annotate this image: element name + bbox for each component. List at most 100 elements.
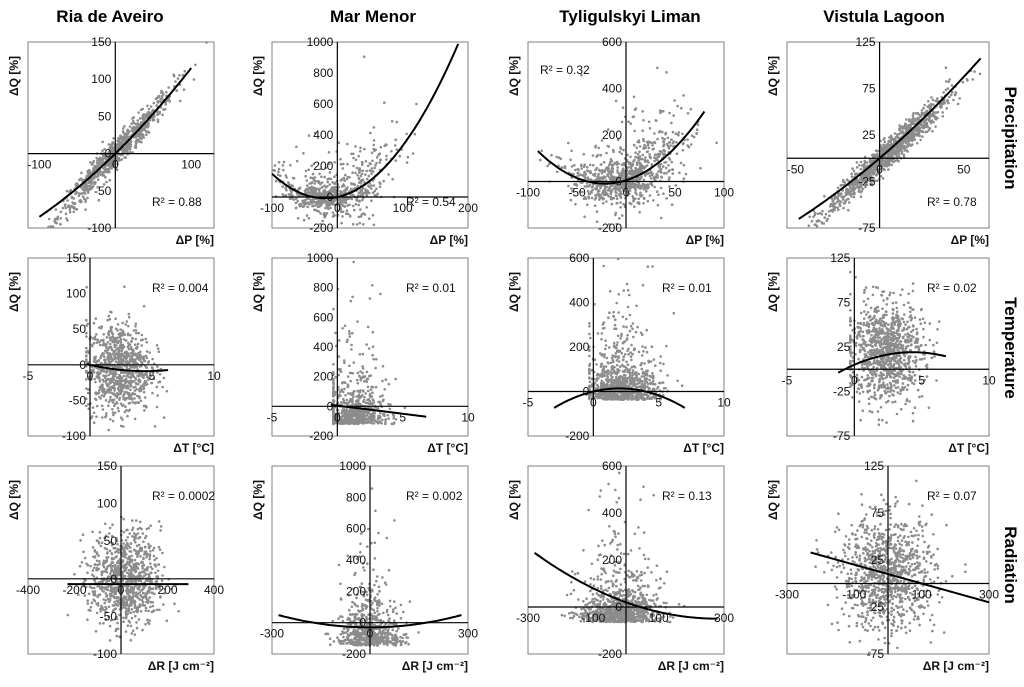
scatter-point: [909, 144, 913, 147]
scatter-point: [126, 324, 130, 328]
scatter-point: [897, 154, 901, 158]
scatter-point: [119, 416, 123, 420]
scatter-point: [383, 101, 386, 104]
scatter-point: [935, 100, 939, 103]
scatter-point: [893, 152, 896, 155]
scatter-point: [290, 193, 293, 196]
scatter-point: [584, 172, 588, 176]
scatter-point: [113, 389, 116, 392]
scatter-point: [326, 205, 330, 208]
scatter-point: [904, 124, 907, 127]
scatter-point: [883, 168, 886, 172]
scatter-point: [140, 333, 144, 337]
scatter-point: [319, 204, 323, 207]
scatter-point: [376, 406, 380, 410]
scatter-point: [577, 174, 580, 177]
scatter-point: [284, 187, 287, 190]
scatter-point: [132, 125, 135, 129]
scatter-point: [119, 328, 122, 331]
scatter-point: [372, 126, 376, 129]
scatter-point: [346, 392, 350, 395]
scatter-point: [686, 112, 690, 115]
scatter-point: [641, 110, 644, 113]
scatter-point: [105, 412, 108, 415]
y-axis-label: ΔQ [%]: [251, 56, 265, 96]
x-tick-label: -100: [27, 158, 51, 172]
scatter-point: [941, 111, 944, 114]
scatter-point: [134, 376, 137, 380]
scatter-point: [354, 145, 357, 148]
scatter-point: [853, 192, 856, 196]
x-tick-label: -50: [787, 162, 805, 176]
scatter-point: [350, 197, 354, 201]
scatter-point: [632, 115, 636, 118]
scatter-point: [311, 204, 314, 208]
scatter-point: [540, 149, 543, 153]
scatter-point: [597, 174, 600, 178]
scatter-point: [610, 184, 614, 187]
scatter-point: [908, 139, 911, 142]
scatter-point: [116, 386, 120, 390]
r-squared-label: R² = 0.32: [540, 63, 590, 77]
scatter-point: [620, 214, 624, 217]
scatter-point: [326, 178, 330, 181]
scatter-point: [378, 185, 382, 189]
scatter-point: [842, 206, 845, 210]
scatter-point: [109, 395, 112, 399]
scatter-point: [349, 299, 353, 303]
scatter-point: [149, 105, 153, 108]
scatter-point: [907, 136, 911, 140]
y-tick-label: -200: [598, 221, 622, 235]
scatter-point: [658, 164, 661, 167]
scatter-point: [948, 95, 951, 99]
scatter-point: [391, 413, 395, 416]
scatter-point: [634, 166, 637, 170]
scatter-point: [334, 193, 338, 197]
scatter-point: [950, 84, 954, 87]
scatter-point: [125, 391, 129, 394]
scatter-point: [364, 160, 368, 163]
scatter-point: [634, 107, 638, 110]
scatter-point: [815, 219, 819, 223]
scatter-point: [370, 172, 373, 176]
scatter-point: [671, 130, 675, 134]
scatter-point: [109, 355, 113, 359]
scatter-point: [839, 192, 843, 195]
scatter-point: [848, 201, 851, 204]
scatter-point: [664, 161, 668, 164]
scatter-point: [92, 321, 96, 325]
scatter-point: [313, 176, 317, 179]
scatter-point: [360, 178, 364, 182]
scatter-point: [942, 91, 945, 94]
scatter-point: [341, 327, 344, 330]
scatter-point: [106, 378, 109, 381]
scatter-point: [363, 395, 366, 399]
scatter-point: [346, 385, 350, 389]
scatter-point: [128, 358, 132, 361]
y-tick-label: -200: [309, 221, 333, 235]
scatter-point: [302, 218, 306, 222]
scatter-point: [934, 117, 937, 120]
scatter-point: [364, 401, 368, 405]
scatter-point: [144, 337, 147, 341]
scatter-point: [80, 171, 83, 175]
scatter-point: [128, 147, 131, 151]
scatter-point: [363, 191, 366, 195]
scatter-point: [670, 138, 673, 141]
scatter-point: [659, 216, 663, 220]
scatter-point: [281, 164, 285, 167]
scatter-point: [586, 165, 589, 169]
scatter-point: [696, 123, 700, 126]
scatter-point: [602, 201, 605, 205]
scatter-point: [648, 174, 652, 178]
scatter-point: [128, 401, 132, 405]
scatter-point: [890, 159, 894, 163]
scatter-point: [670, 121, 673, 125]
scatter-point: [128, 125, 132, 128]
scatter-point: [111, 401, 115, 404]
scatter-point: [609, 158, 613, 161]
scatter-point: [894, 135, 898, 139]
scatter-point: [313, 208, 316, 212]
scatter-point: [104, 176, 107, 179]
